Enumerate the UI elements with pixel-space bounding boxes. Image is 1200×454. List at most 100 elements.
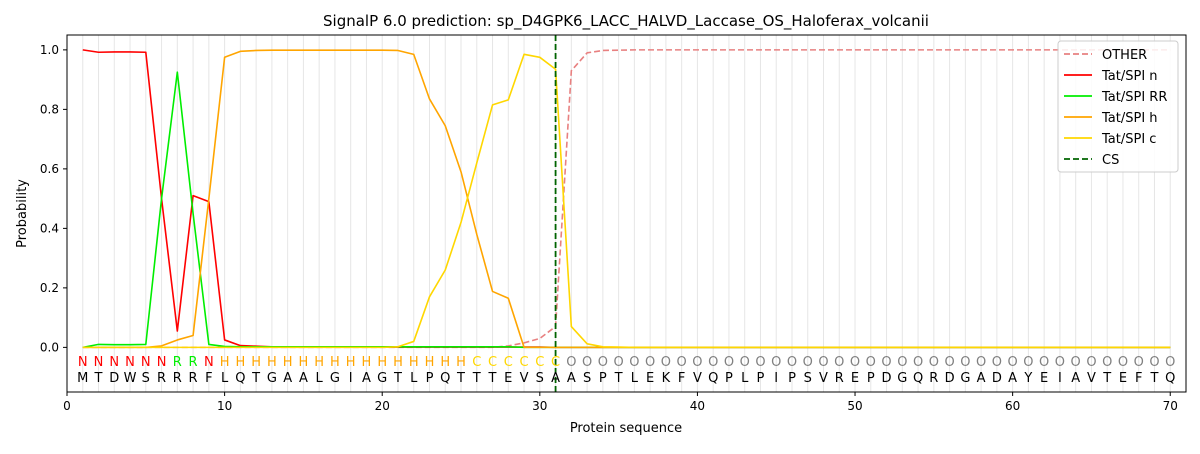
residue-label: K bbox=[662, 371, 671, 386]
region-label: O bbox=[1134, 355, 1144, 370]
series-line-other bbox=[82, 49, 1171, 349]
residue-label: Q bbox=[708, 371, 718, 386]
region-label: C bbox=[488, 355, 497, 370]
residue-label: T bbox=[456, 371, 465, 386]
region-label: N bbox=[157, 355, 167, 370]
region-label: O bbox=[614, 355, 624, 370]
residue-label: T bbox=[614, 371, 623, 386]
plot-frame bbox=[66, 34, 1187, 393]
residue-label: R bbox=[929, 371, 938, 386]
x-tick-label: 40 bbox=[690, 399, 705, 413]
residue-label-layer: NMNTNDNWNSNRRRRRNFHLHQHTHGHAHAHLHGHIHAHG… bbox=[77, 355, 1175, 386]
region-label: O bbox=[976, 355, 986, 370]
residue-label: P bbox=[599, 371, 607, 386]
region-label: O bbox=[1071, 355, 1081, 370]
series-layer bbox=[82, 49, 1171, 349]
residue-label: F bbox=[205, 371, 212, 386]
grid-layer bbox=[82, 35, 1171, 392]
legend-label: Tat/SPI h bbox=[1101, 111, 1158, 126]
legend-label: Tat/SPI c bbox=[1101, 132, 1156, 147]
residue-label: A bbox=[362, 371, 371, 386]
region-label: O bbox=[803, 355, 813, 370]
region-label: O bbox=[1039, 355, 1049, 370]
residue-label: A bbox=[283, 371, 292, 386]
region-label: O bbox=[960, 355, 970, 370]
region-label: N bbox=[141, 355, 151, 370]
x-tick-label: 30 bbox=[532, 399, 547, 413]
region-label: N bbox=[78, 355, 88, 370]
residue-label: T bbox=[251, 371, 260, 386]
residue-label: T bbox=[1102, 371, 1111, 386]
residue-label: V bbox=[819, 371, 828, 386]
region-label: O bbox=[1086, 355, 1096, 370]
residue-label: E bbox=[851, 371, 859, 386]
residue-label: A bbox=[299, 371, 308, 386]
region-label: O bbox=[944, 355, 954, 370]
legend-box bbox=[1057, 40, 1179, 173]
residue-label: T bbox=[1150, 371, 1159, 386]
residue-label: P bbox=[757, 371, 765, 386]
region-label: R bbox=[173, 355, 182, 370]
region-label: H bbox=[456, 355, 466, 370]
x-tick-label: 60 bbox=[1005, 399, 1020, 413]
legend-label: CS bbox=[1102, 153, 1119, 168]
region-label: O bbox=[677, 355, 687, 370]
series-line-tat-spi-h bbox=[82, 49, 1171, 349]
y-tick-label: 0.6 bbox=[40, 162, 59, 176]
residue-label: E bbox=[646, 371, 654, 386]
residue-label: I bbox=[349, 371, 353, 386]
residue-label: T bbox=[488, 371, 497, 386]
residue-label: A bbox=[1008, 371, 1017, 386]
region-label: H bbox=[283, 355, 293, 370]
region-label: H bbox=[330, 355, 340, 370]
legend-label: OTHER bbox=[1102, 48, 1147, 63]
residue-label: G bbox=[897, 371, 907, 386]
region-label: O bbox=[913, 355, 923, 370]
chart-title: SignalP 6.0 prediction: sp_D4GPK6_LACC_H… bbox=[323, 12, 929, 31]
region-label: O bbox=[992, 355, 1002, 370]
region-label: O bbox=[897, 355, 907, 370]
residue-label: V bbox=[520, 371, 529, 386]
residue-label: P bbox=[788, 371, 796, 386]
region-label: C bbox=[504, 355, 513, 370]
residue-label: A bbox=[1071, 371, 1080, 386]
region-label: O bbox=[724, 355, 734, 370]
region-label: H bbox=[299, 355, 309, 370]
region-label: H bbox=[346, 355, 356, 370]
residue-label: L bbox=[741, 371, 749, 386]
residue-label: E bbox=[1040, 371, 1048, 386]
axis-layer: 0 10 20 30 40 50 60 70 0.0 0.2 0.4 0.6 0.8 1.0 bbox=[40, 43, 1178, 413]
residue-label: P bbox=[867, 371, 875, 386]
region-label: H bbox=[440, 355, 450, 370]
region-label: H bbox=[425, 355, 435, 370]
region-label: R bbox=[189, 355, 198, 370]
residue-label: M bbox=[77, 371, 88, 386]
region-label: O bbox=[1008, 355, 1018, 370]
residue-label: L bbox=[316, 371, 324, 386]
region-label: O bbox=[1118, 355, 1128, 370]
region-label: N bbox=[109, 355, 119, 370]
region-label: O bbox=[582, 355, 592, 370]
residue-label: P bbox=[725, 371, 733, 386]
residue-label: A bbox=[551, 371, 560, 386]
region-label: H bbox=[235, 355, 245, 370]
region-label: O bbox=[850, 355, 860, 370]
residue-label: W bbox=[124, 371, 137, 386]
residue-label: T bbox=[472, 371, 481, 386]
region-label: N bbox=[204, 355, 214, 370]
region-label: O bbox=[1165, 355, 1175, 370]
region-label: O bbox=[881, 355, 891, 370]
residue-label: G bbox=[377, 371, 387, 386]
residue-label: R bbox=[157, 371, 166, 386]
residue-label: G bbox=[330, 371, 340, 386]
residue-label: Q bbox=[235, 371, 245, 386]
region-label: H bbox=[251, 355, 261, 370]
residue-label: Y bbox=[1023, 371, 1032, 386]
region-label: O bbox=[629, 355, 639, 370]
residue-label: F bbox=[1135, 371, 1142, 386]
residue-label: G bbox=[960, 371, 970, 386]
region-label: O bbox=[787, 355, 797, 370]
region-label: O bbox=[708, 355, 718, 370]
y-tick-label: 1.0 bbox=[40, 43, 59, 57]
residue-label: V bbox=[693, 371, 702, 386]
